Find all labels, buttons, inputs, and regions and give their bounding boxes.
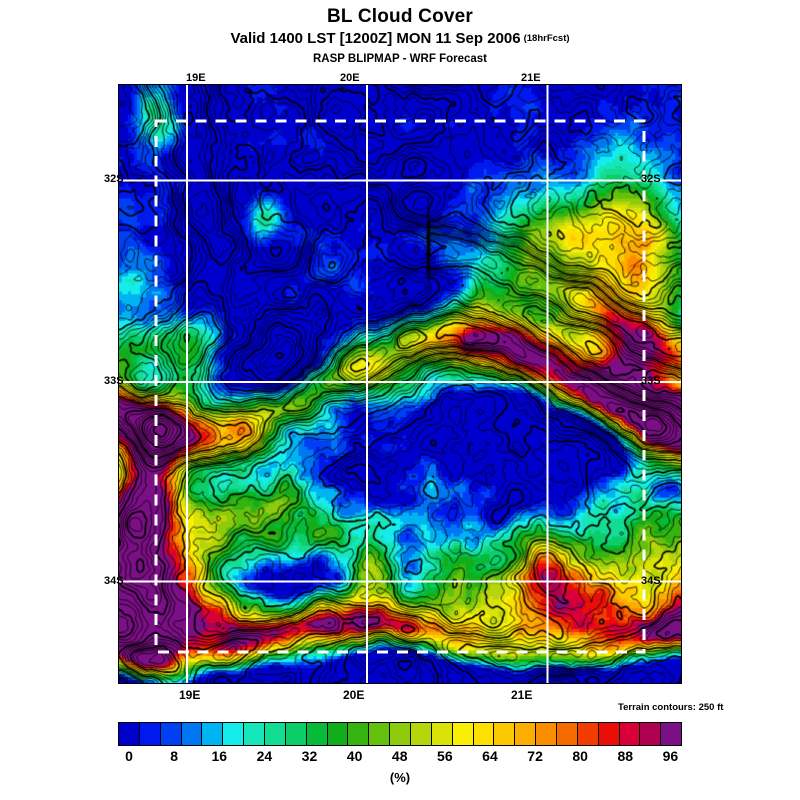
colorbar-units: (%) [389, 770, 411, 785]
colorbar-segment-15 [431, 723, 453, 745]
colorbar-segment-1 [139, 723, 161, 745]
colorbar-segment-21 [557, 723, 578, 745]
colorbar-segment-9 [306, 723, 328, 745]
valid-time: Valid 1400 LST [1200Z] MON 11 Sep 2006 (1… [0, 27, 800, 48]
colorbar-segment-6 [244, 723, 266, 745]
colorbar-segment-12 [369, 723, 391, 745]
lat-label-right-33s: 33S [641, 375, 661, 387]
terrain-contours-overlay [119, 85, 681, 683]
colorbar[interactable] [118, 722, 682, 746]
title-block: BL Cloud Cover Valid 1400 LST [1200Z] MO… [0, 0, 800, 67]
colorbar-segment-2 [160, 723, 182, 745]
colorbar-tick-64: 64 [482, 748, 498, 764]
colorbar-tick-88: 88 [617, 748, 634, 764]
terrain-contour-note: Terrain contours: 250 ft [618, 702, 724, 713]
colorbar-segment-20 [536, 723, 558, 745]
colorbar-segment-4 [202, 723, 224, 745]
lon-label-top-21e: 21E [521, 72, 541, 84]
colorbar-tick-56: 56 [437, 748, 453, 764]
colorbar-tick-32: 32 [301, 748, 318, 764]
colorbar-tick-40: 40 [346, 748, 363, 764]
colorbar-swatches [118, 722, 682, 746]
valid-time-text: Valid 1400 LST [1200Z] MON 11 Sep 2006 [230, 30, 521, 47]
colorbar-tick-48: 48 [391, 748, 408, 764]
lat-label-left-32s: 32S [104, 173, 124, 185]
colorbar-segment-19 [515, 723, 537, 745]
colorbar-segment-14 [411, 723, 432, 745]
colorbar-segment-5 [223, 723, 245, 745]
lat-label-left-33s: 33S [104, 375, 124, 387]
forecast-map[interactable] [118, 84, 682, 684]
colorbar-segment-17 [473, 723, 495, 745]
colorbar-segment-24 [619, 723, 641, 745]
lon-label-top-20e: 20E [340, 72, 360, 84]
colorbar-tick-labels: 0 8 16 24 32 40 48 56 64 72 80 88 96 [118, 748, 682, 766]
colorbar-segment-16 [452, 723, 474, 745]
map-gridlines [119, 85, 681, 683]
colorbar-segment-11 [348, 723, 370, 745]
domain-outline-box [154, 119, 646, 654]
lat-label-left-34s: 34S [104, 575, 124, 587]
lon-label-top-19e: 19E [186, 72, 206, 84]
colorbar-segment-26 [661, 723, 682, 745]
page-title: BL Cloud Cover [326, 6, 473, 27]
colorbar-tick-80: 80 [572, 748, 588, 764]
model-source: RASP BLIPMAP - WRF Forecast [312, 53, 488, 65]
colorbar-segment-3 [181, 723, 203, 745]
colorbar-segment-10 [327, 723, 349, 745]
colorbar-tick-8: 8 [170, 748, 179, 764]
colorbar-segment-23 [598, 723, 620, 745]
colorbar-tick-96: 96 [662, 748, 679, 764]
colorbar-segment-25 [640, 723, 662, 745]
colorbar-tick-16: 16 [211, 748, 228, 764]
colorbar-segment-22 [577, 723, 599, 745]
colorbar-segment-18 [494, 723, 516, 745]
lon-label-bottom-19e: 19E [179, 688, 201, 702]
colorbar-segment-0 [119, 723, 140, 745]
lat-label-right-34s: 34S [641, 575, 661, 587]
forecast-hour-label: (18hrFcst) [523, 33, 570, 44]
colorbar-segment-8 [285, 723, 307, 745]
lon-label-bottom-20e: 20E [343, 688, 365, 702]
lat-label-right-32s: 32S [641, 173, 661, 185]
colorbar-tick-72: 72 [527, 748, 543, 764]
colorbar-segment-13 [390, 723, 412, 745]
lon-label-bottom-21e: 21E [511, 688, 533, 702]
colorbar-segment-7 [265, 723, 286, 745]
colorbar-tick-0: 0 [125, 748, 133, 764]
colorbar-tick-24: 24 [256, 748, 273, 764]
